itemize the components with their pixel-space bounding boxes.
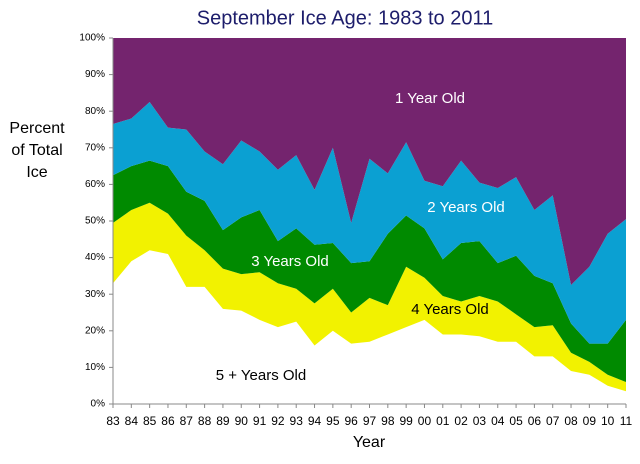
area [113, 38, 626, 286]
x-tick-label: 00 [418, 414, 432, 428]
area [113, 102, 626, 344]
x-tick-label: 06 [528, 414, 542, 428]
x-tick-label: 85 [143, 414, 157, 428]
x-tick-label: 10 [601, 414, 615, 428]
x-tick-label: 02 [454, 414, 468, 428]
x-tick-label: 95 [326, 414, 340, 428]
area [113, 250, 626, 404]
x-tick-label: 97 [363, 414, 377, 428]
series-label: 5 + Years Old [216, 367, 306, 384]
x-tick-label: 88 [198, 414, 212, 428]
y-tick-label: 70% [85, 142, 105, 153]
y-tick-label: 80% [85, 106, 105, 117]
y-tick-label: 0% [91, 399, 106, 410]
x-tick-label: 03 [473, 414, 487, 428]
x-tick-label: 05 [509, 414, 523, 428]
x-tick-label: 07 [546, 414, 560, 428]
y-tick-label: 10% [85, 362, 105, 373]
x-tick-label: 92 [271, 414, 285, 428]
y-tick-label: 100% [79, 33, 105, 44]
x-tick-label: 93 [290, 414, 304, 428]
x-tick-label: 09 [583, 414, 597, 428]
x-tick-label: 99 [399, 414, 413, 428]
y-tick-label: 20% [85, 325, 105, 336]
x-tick-label: 84 [125, 414, 139, 428]
y-tick-label: 50% [85, 216, 105, 227]
series-label: 3 Years Old [251, 253, 329, 270]
series-label: 1 Year Old [395, 90, 465, 107]
x-tick-label: 87 [180, 414, 194, 428]
x-tick-label: 98 [381, 414, 395, 428]
y-tick-label: 60% [85, 179, 105, 190]
y-axis-label: Percent of Total Ice [9, 120, 65, 181]
x-tick-label: 94 [308, 414, 322, 428]
chart-title: September Ice Age: 1983 to 2011 [197, 7, 494, 29]
area [113, 202, 626, 392]
x-tick-label: 04 [491, 414, 505, 428]
x-tick-label: 91 [253, 414, 267, 428]
x-tick-label: 83 [106, 414, 120, 428]
x-tick-label: 01 [436, 414, 450, 428]
x-tick-label: 96 [344, 414, 358, 428]
y-tick-label: 30% [85, 289, 105, 300]
area [113, 160, 626, 383]
x-tick-label: 08 [564, 414, 578, 428]
x-tick-label: 89 [216, 414, 230, 428]
series-label: 4 Years Old [411, 301, 489, 318]
x-tick-label: 11 [620, 414, 633, 428]
x-tick-label: 90 [235, 414, 249, 428]
y-tick-label: 90% [85, 69, 105, 80]
x-tick-label: 86 [161, 414, 175, 428]
x-axis-label: Year [353, 434, 386, 451]
series-label: 2 Years Old [427, 199, 505, 216]
y-tick-label: 40% [85, 252, 105, 263]
